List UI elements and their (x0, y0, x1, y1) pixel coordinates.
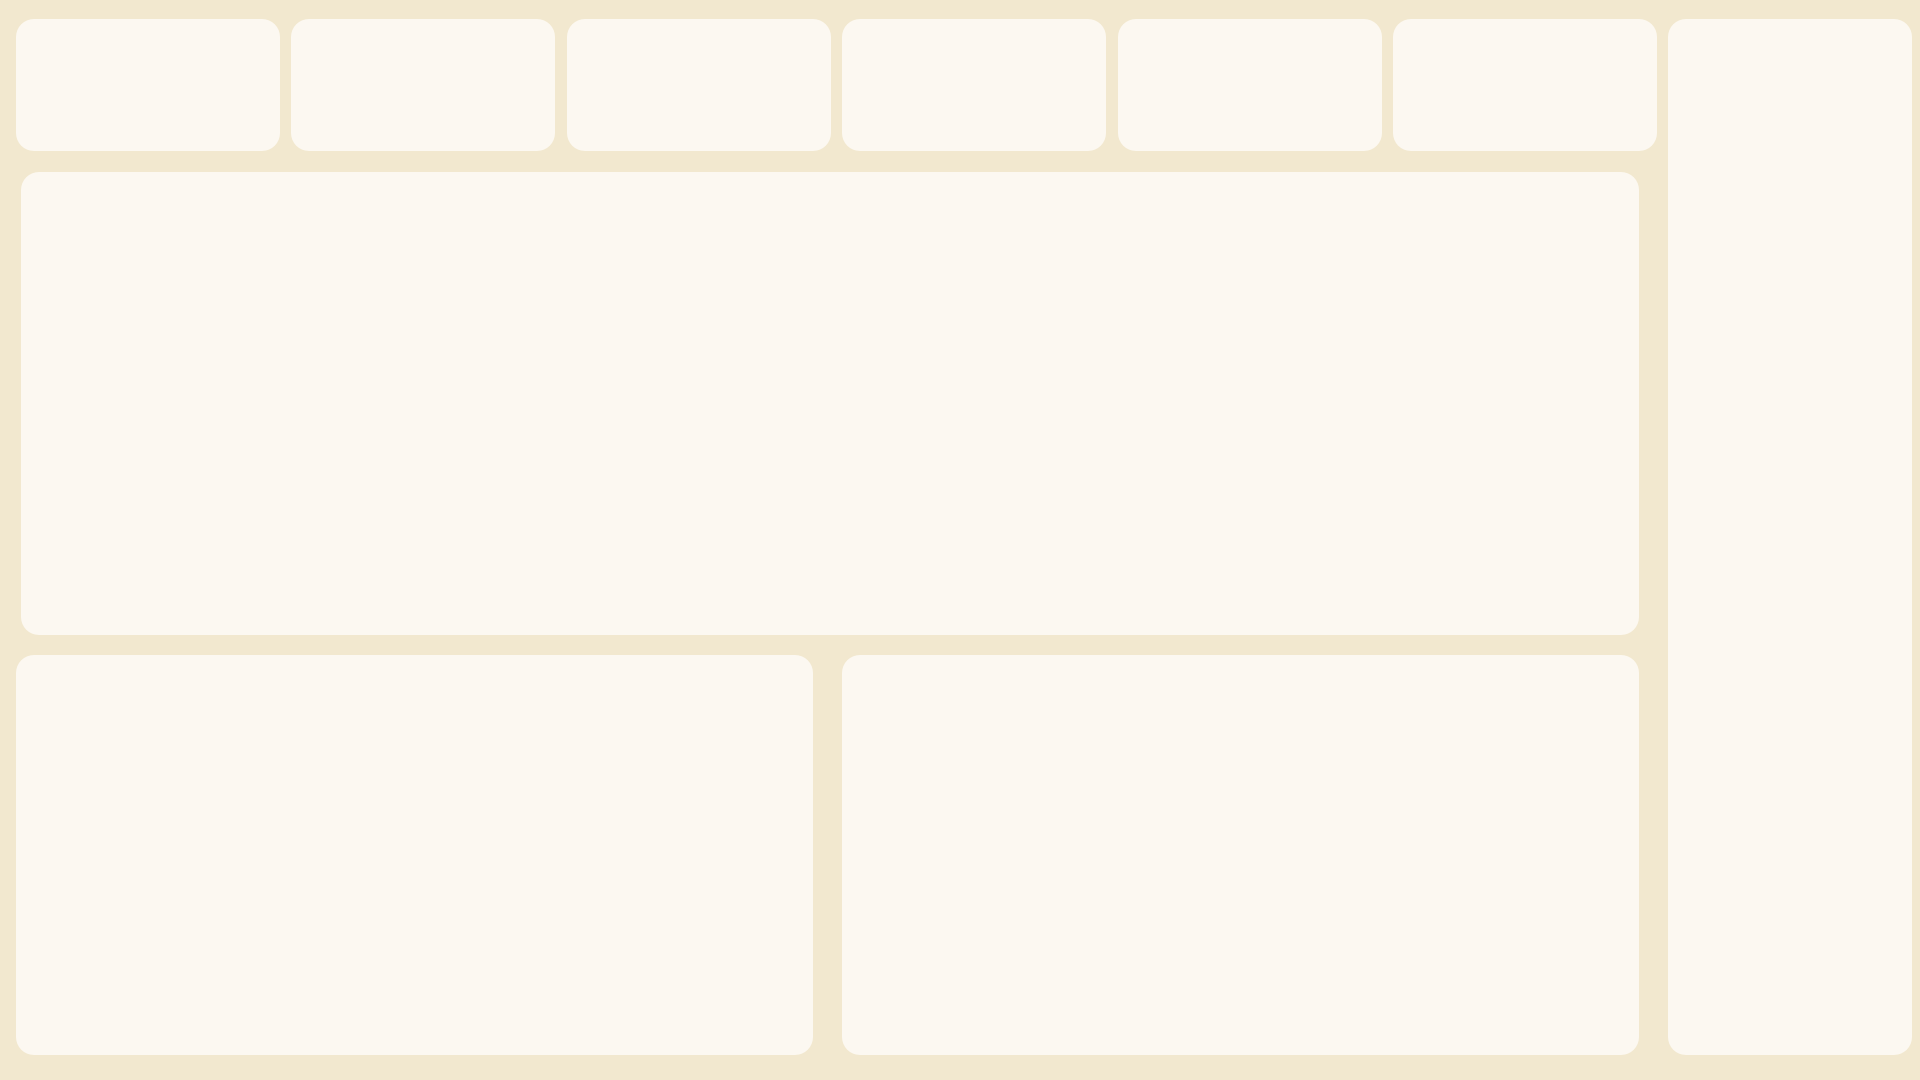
bottom-left-panel (16, 655, 813, 1055)
main-chart-panel (21, 172, 1639, 635)
kpi-card-1 (16, 19, 280, 151)
bottom-right-panel (842, 655, 1639, 1055)
kpi-card-3 (567, 19, 831, 151)
kpi-card-5 (1118, 19, 1382, 151)
kpi-card-6 (1393, 19, 1657, 151)
kpi-card-2 (291, 19, 555, 151)
kpi-card-4 (842, 19, 1106, 151)
side-panel (1668, 19, 1912, 1055)
